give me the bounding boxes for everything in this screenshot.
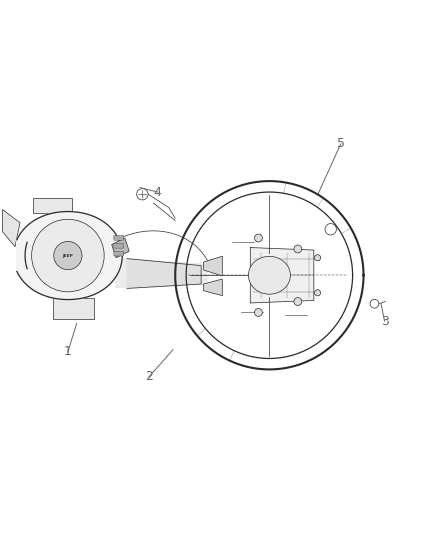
Circle shape <box>254 234 262 242</box>
Circle shape <box>42 229 94 282</box>
Circle shape <box>254 309 262 317</box>
Text: 4: 4 <box>154 185 162 198</box>
Circle shape <box>325 223 336 235</box>
Polygon shape <box>53 298 94 319</box>
Polygon shape <box>112 238 129 258</box>
Text: 3: 3 <box>381 315 389 328</box>
FancyBboxPatch shape <box>114 243 124 248</box>
Polygon shape <box>127 259 201 288</box>
FancyBboxPatch shape <box>114 236 124 240</box>
Polygon shape <box>203 256 222 276</box>
Ellipse shape <box>248 256 290 294</box>
Circle shape <box>53 240 83 271</box>
Text: 5: 5 <box>337 138 345 150</box>
Text: JEEP: JEEP <box>63 254 73 257</box>
Polygon shape <box>17 212 122 300</box>
Circle shape <box>294 245 302 253</box>
Circle shape <box>314 290 321 296</box>
Circle shape <box>314 255 321 261</box>
Circle shape <box>370 300 379 308</box>
Polygon shape <box>33 198 72 213</box>
Polygon shape <box>203 279 222 296</box>
FancyBboxPatch shape <box>114 251 124 256</box>
Polygon shape <box>2 209 20 247</box>
Polygon shape <box>251 247 314 303</box>
Circle shape <box>54 241 82 270</box>
Polygon shape <box>116 259 207 287</box>
Circle shape <box>32 219 104 292</box>
Circle shape <box>294 297 302 305</box>
Circle shape <box>137 189 148 200</box>
Text: 2: 2 <box>145 370 153 383</box>
Text: 1: 1 <box>64 345 72 358</box>
